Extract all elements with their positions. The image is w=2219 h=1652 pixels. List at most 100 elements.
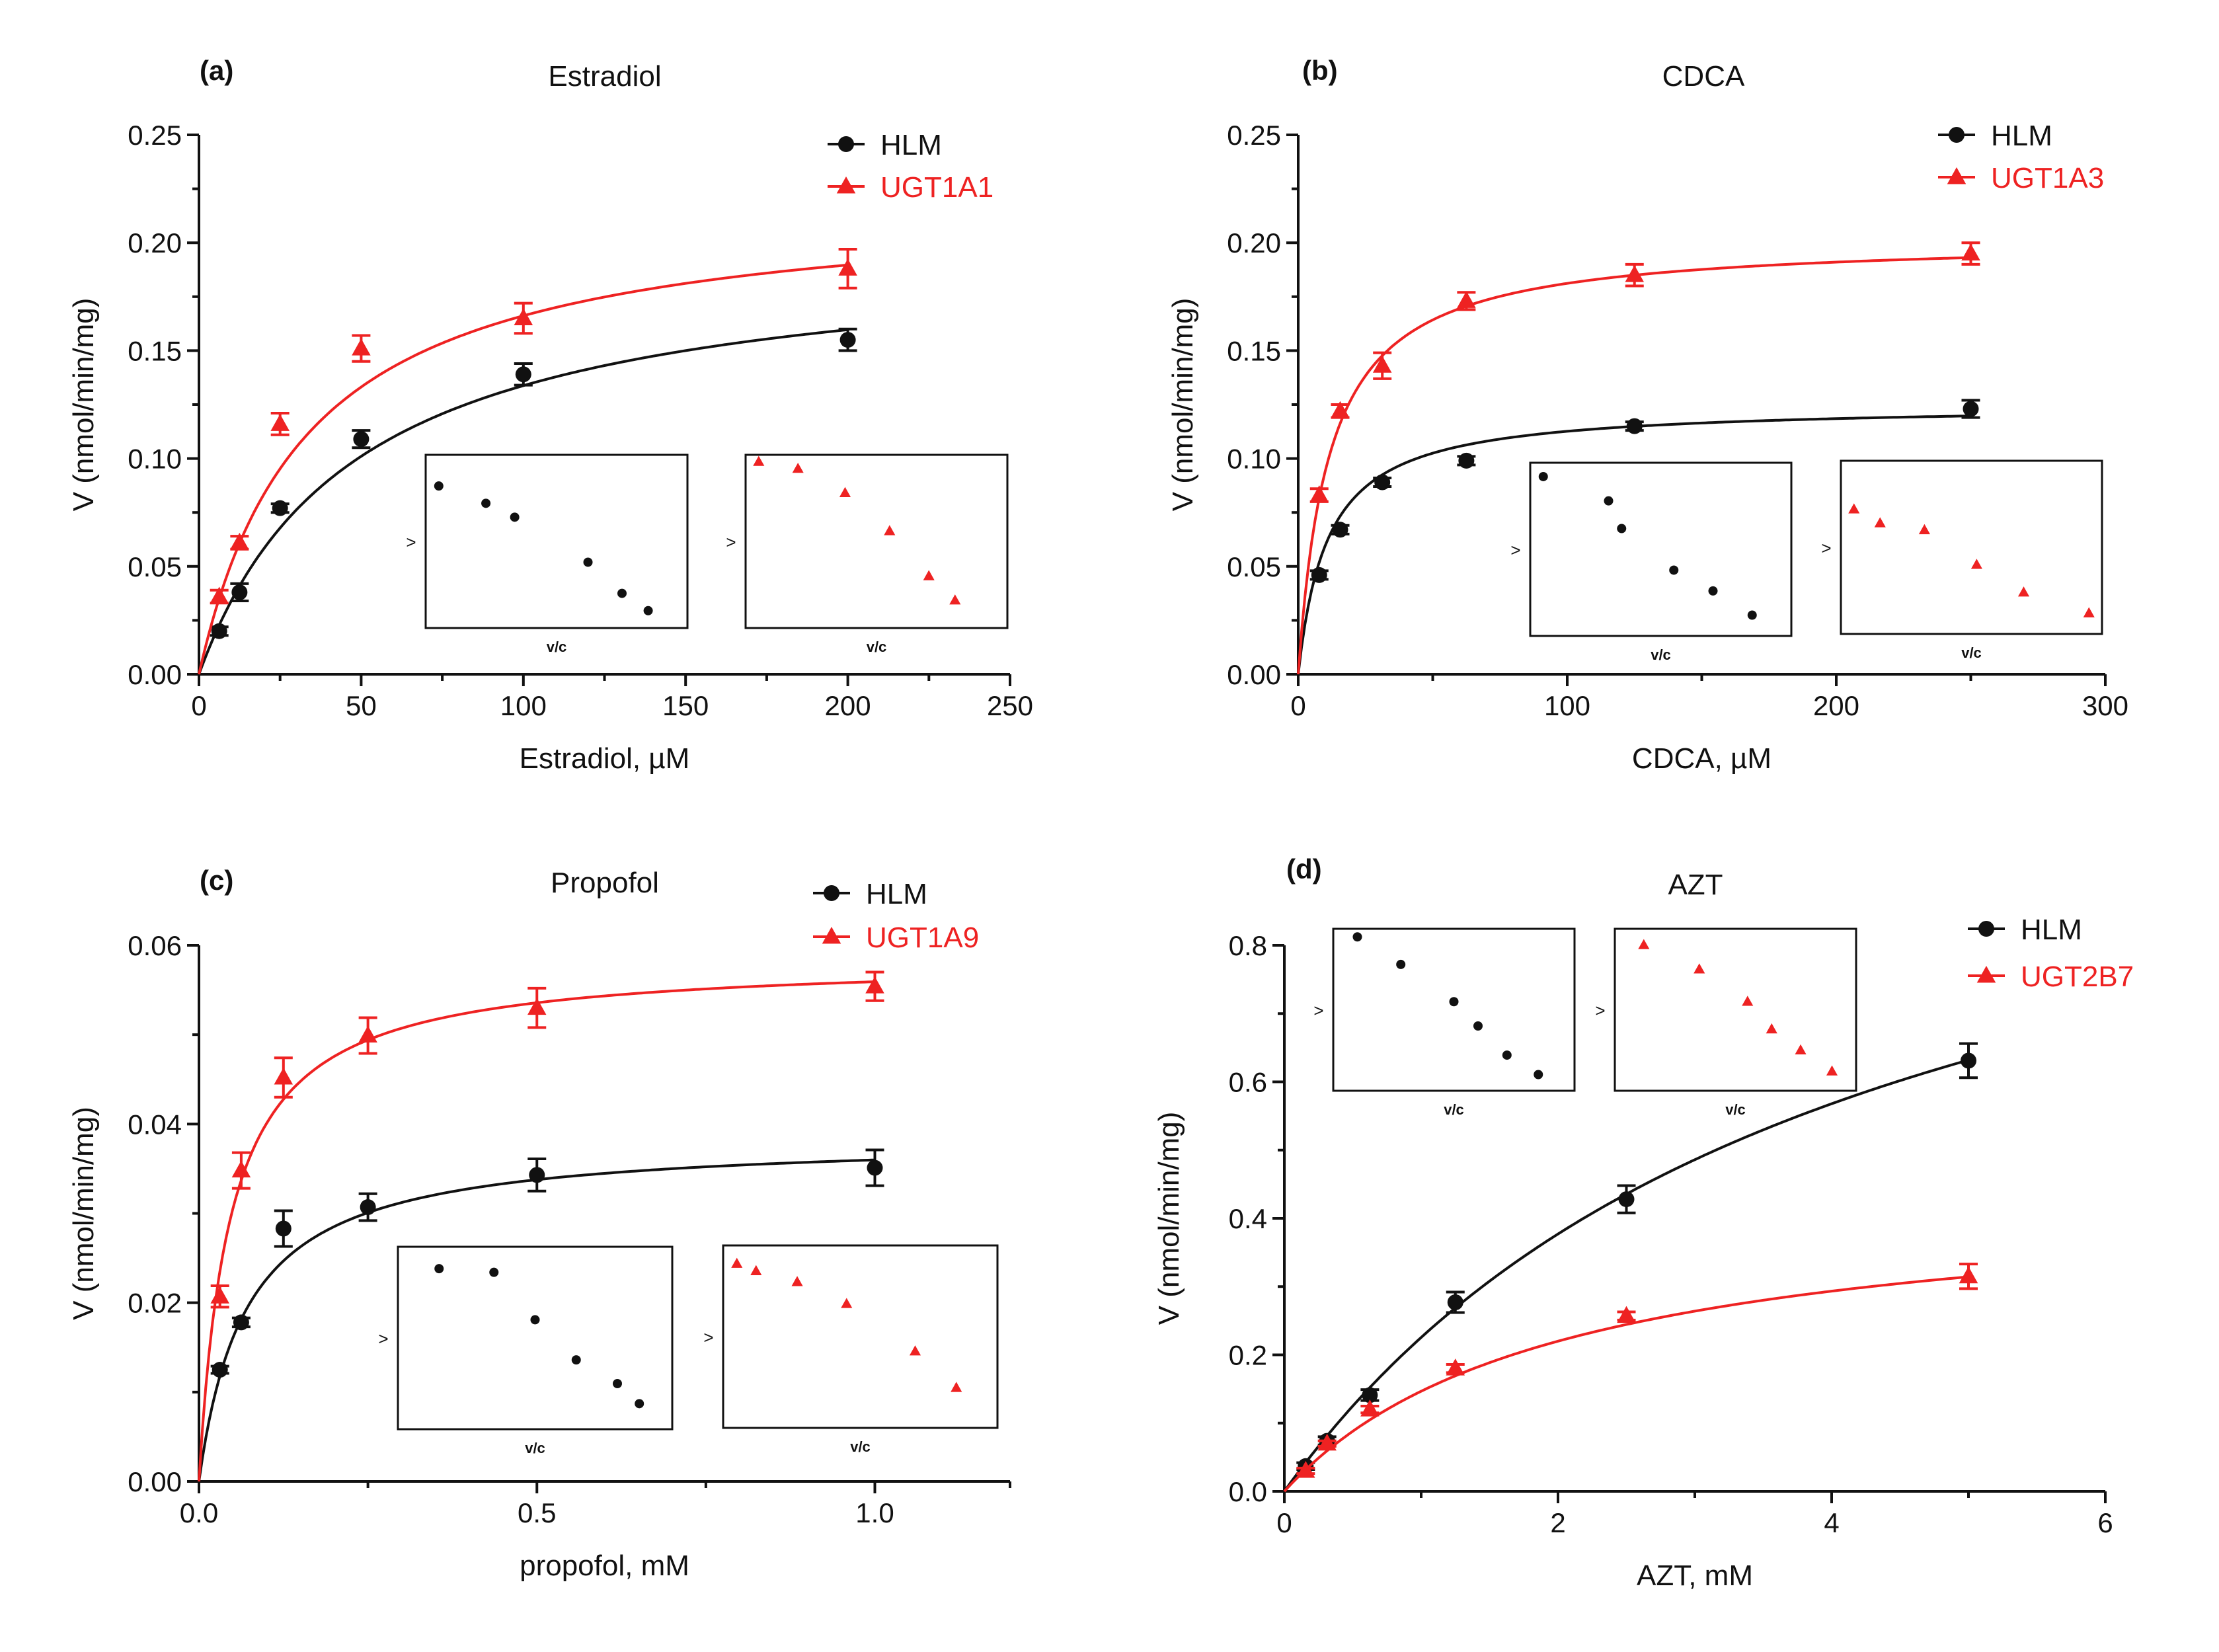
x-axis-label: AZT, mM — [1637, 1559, 1753, 1592]
data-point — [1458, 452, 1475, 469]
x-tick-label: 100 — [500, 690, 547, 721]
inset-ugt1a3: > v/c — [1821, 459, 2103, 661]
inset-point — [643, 606, 653, 615]
y-tick-label: 0.00 — [1227, 659, 1281, 690]
inset-x-label: v/c — [1444, 1101, 1464, 1118]
x-tick-label: 2 — [1550, 1507, 1565, 1538]
inset-point — [909, 1345, 921, 1356]
inset-point — [884, 525, 896, 535]
panel-label: (c) — [200, 865, 233, 896]
inset-x-label: v/c — [1651, 647, 1671, 663]
inset-frame — [722, 1244, 999, 1429]
panel-d: (d) AZT 0.0 0.2 0.4 0.6 0.8 0 2 4 6 AZT, mM V (nmol/… — [1153, 853, 2134, 1592]
inset-frame — [1529, 461, 1793, 637]
series-hlm — [1283, 1042, 1978, 1493]
inset-x-label: v/c — [850, 1438, 871, 1455]
data-point — [1963, 401, 1979, 417]
x-axis-label: Estradiol, µM — [520, 742, 690, 775]
x-tick-label: 0.5 — [518, 1497, 556, 1528]
inset-x-label: v/c — [867, 639, 887, 655]
chart-title: AZT — [1668, 869, 1723, 901]
inset-point — [1449, 997, 1459, 1007]
inset-point — [489, 1267, 499, 1277]
inset-point — [530, 1315, 540, 1325]
y-tick-label: 0.00 — [128, 659, 182, 690]
data-point — [212, 1362, 228, 1378]
y-tick-label: 0.8 — [1229, 930, 1267, 961]
x-tick-label: 0 — [1276, 1507, 1292, 1538]
panel-a: (a) Estradiol 0.00 0.05 0.10 0.15 0.20 0.25 0 50 1… — [67, 55, 1033, 775]
y-tick-label: 0.25 — [1227, 120, 1281, 151]
inset-point — [731, 1257, 743, 1268]
data-point — [1625, 265, 1644, 282]
inset-point — [1795, 1044, 1807, 1055]
data-point — [231, 1160, 251, 1178]
inset-point — [1766, 1023, 1777, 1034]
inset-point — [1669, 565, 1679, 575]
inset-point — [571, 1355, 581, 1365]
data-point — [1311, 567, 1327, 583]
x-tick-label: 200 — [1813, 690, 1859, 721]
data-point — [270, 414, 290, 431]
inset-point — [583, 557, 593, 567]
data-point — [527, 998, 547, 1015]
series-hlm — [1297, 399, 1980, 675]
data-point — [275, 1220, 292, 1237]
inset-frame — [1840, 459, 2103, 635]
x-tick-label: 300 — [2082, 690, 2128, 721]
series-ugt1a3 — [1297, 241, 1980, 675]
legend-entry-ugt2b7: UGT2B7 — [1968, 961, 2134, 993]
data-point — [210, 1286, 229, 1304]
inset-point — [1604, 496, 1614, 506]
inset-y-label: > — [406, 532, 416, 552]
data-point — [1446, 1358, 1465, 1376]
y-axis-label: V (nmol/min/mg) — [67, 1107, 100, 1320]
y-tick-label: 0.10 — [128, 444, 182, 475]
inset-hlm: > v/c — [1510, 461, 1793, 663]
legend-label: HLM — [2021, 914, 2082, 946]
data-point — [1961, 243, 1980, 261]
data-point — [360, 1199, 376, 1216]
inset-hlm: > v/c — [378, 1245, 674, 1456]
data-point — [514, 308, 533, 325]
inset-frame — [1332, 927, 1576, 1092]
y-tick-label: 0.15 — [128, 335, 182, 366]
inset-y-label: > — [726, 532, 736, 552]
x-tick-label: 200 — [825, 690, 871, 721]
x-tick-label: 6 — [2097, 1507, 2113, 1538]
inset-point — [841, 1298, 853, 1308]
y-tick-label: 0.06 — [128, 930, 182, 961]
inset-point — [510, 512, 520, 522]
y-tick-label: 0.00 — [128, 1466, 182, 1497]
inset-point — [1617, 524, 1627, 533]
fit-curve — [1283, 1058, 1969, 1493]
legend-label: HLM — [866, 878, 927, 910]
inset-x-label: v/c — [1725, 1101, 1746, 1118]
inset-point — [1473, 1021, 1483, 1031]
inset-y-label: > — [1510, 540, 1520, 560]
legend-label: UGT1A3 — [1991, 162, 2104, 194]
data-point — [1362, 1387, 1378, 1403]
legend-label: UGT2B7 — [2021, 961, 2134, 993]
y-tick-label: 0.15 — [1227, 335, 1281, 366]
inset-y-label: > — [1313, 1001, 1323, 1021]
y-tick-label: 0.05 — [1227, 551, 1281, 582]
data-point — [1372, 356, 1392, 373]
inset-point — [617, 588, 627, 598]
x-tick-label: 250 — [987, 690, 1033, 721]
inset-y-label: > — [378, 1329, 388, 1349]
legend-label: UGT1A9 — [866, 922, 979, 954]
data-point — [1618, 1191, 1635, 1208]
inset-x-label: v/c — [525, 1440, 545, 1456]
data-point — [353, 431, 370, 448]
inset-hlm: > v/c — [1313, 927, 1576, 1118]
data-point — [1331, 401, 1350, 418]
inset-point — [949, 594, 961, 605]
inset-y-label: > — [703, 1327, 713, 1347]
legend-marker — [836, 177, 856, 194]
legend-marker — [838, 136, 854, 152]
data-point — [352, 338, 371, 356]
chart-title: Estradiol — [548, 60, 661, 93]
inset-y-label: > — [1821, 538, 1831, 558]
